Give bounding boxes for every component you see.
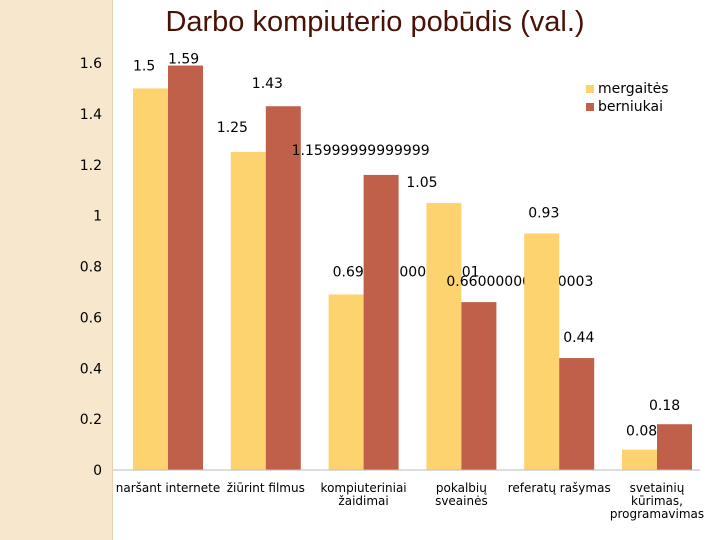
x-category-label: žiūrint filmus [227,481,305,495]
data-label: 0.08 [626,424,657,440]
bar-berniukai [657,424,692,470]
bar-berniukai [461,302,497,470]
legend-swatch-mergaites [586,85,594,93]
data-label: 1.15999999999999 [292,143,430,159]
x-category-label: svetainių [630,481,685,495]
data-label: 1.43 [252,76,283,92]
data-label: 1.59 [168,52,199,68]
left-decorative-band [0,0,112,540]
x-category-label: kūrimas, [631,494,683,508]
data-label: 0.660000000000003 [446,274,593,290]
bar-berniukai [265,106,301,471]
y-tick-label: 0.4 [80,361,102,377]
data-label: 0.18 [649,398,680,414]
y-tick-label: 1 [93,209,102,225]
x-category-label: kompiuteriniai [321,481,407,495]
chart-title: Darbo kompiuterio pobūdis (val.) [165,6,585,38]
y-tick-label: 0 [93,463,102,479]
bar-berniukai [168,65,203,470]
x-category-label: programavimas [610,507,704,521]
x-category-label: naršant internete [116,481,220,495]
y-tick-label: 1.6 [80,56,102,72]
bar-mergaites [524,233,560,470]
data-label: 1.5 [133,58,155,74]
bar-mergaites [328,294,364,470]
data-label: 1.05 [406,175,437,191]
y-tick-label: 1.2 [80,158,102,174]
x-category-label: sveainės [435,494,488,508]
chart-legend: mergaitės berniukai [586,80,669,116]
bar-mergaites [426,202,462,470]
bar-berniukai [559,358,595,470]
legend-label-mergaites: mergaitės [598,81,669,97]
legend-item-mergaites: mergaitės [586,80,669,98]
data-label: 0.93 [528,205,559,221]
x-category-label: pokalbių [436,481,487,495]
left-band-divider [112,0,113,540]
y-tick-label: 0.8 [80,260,102,276]
legend-label-berniukai: berniukai [598,99,663,115]
bar-mergaites [133,88,168,470]
data-label: 0.44 [563,330,594,346]
bar-mergaites [230,152,266,470]
bar-mergaites [622,449,657,470]
x-category-label: referatų rašymas [508,481,611,495]
legend-swatch-berniukai [586,103,594,111]
legend-item-berniukai: berniukai [586,98,669,116]
y-tick-label: 0.2 [80,412,102,428]
bar-berniukai [363,174,399,471]
data-label: 1.25 [217,120,248,136]
y-tick-label: 1.4 [80,107,102,123]
y-tick-label: 0.6 [80,310,102,326]
x-category-label: žaidimai [338,494,388,508]
